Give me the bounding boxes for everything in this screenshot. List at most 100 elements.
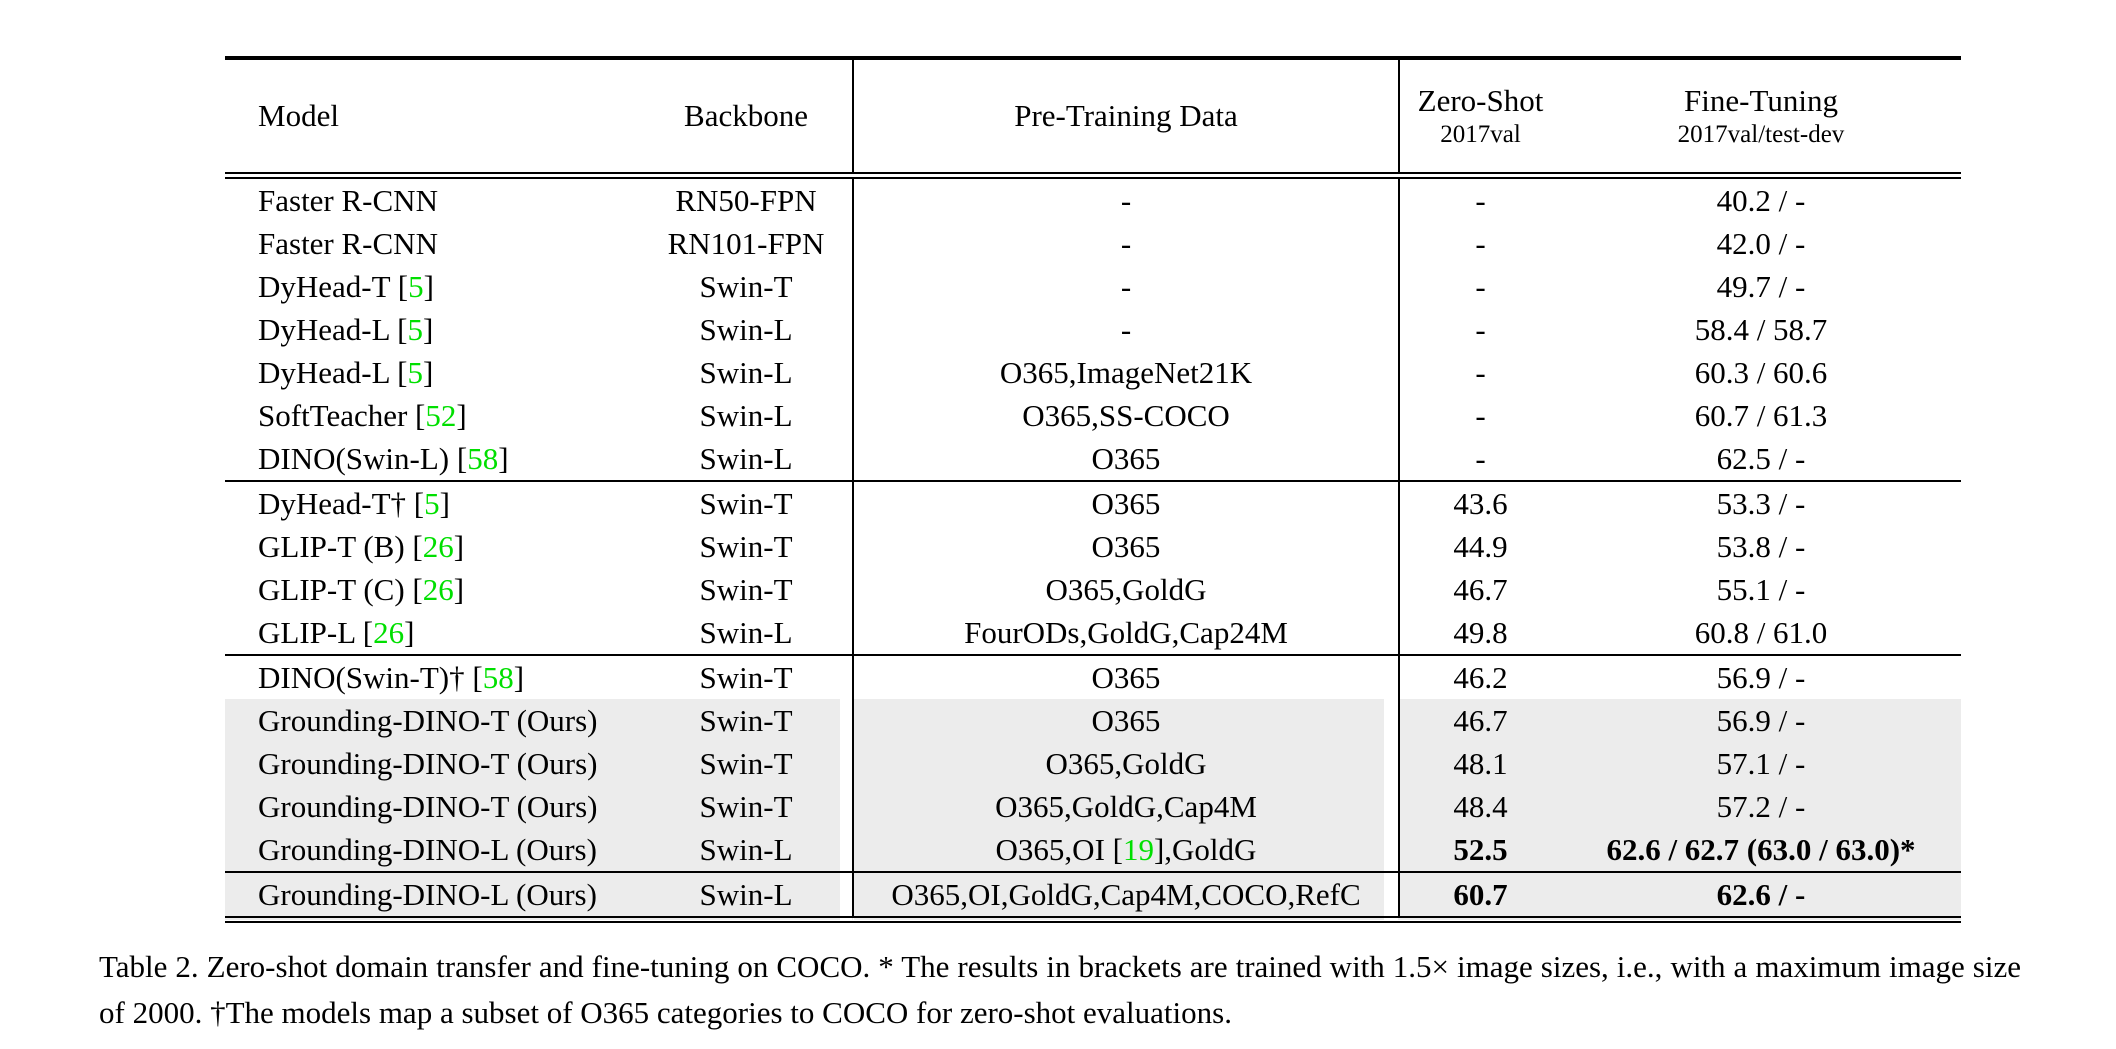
cell-model: DINO(Swin-T)† [58] xyxy=(258,660,525,695)
cell-pretraining-data: O365 xyxy=(852,655,1399,699)
cell-zero-shot: 46.2 xyxy=(1398,655,1561,699)
cell-model: Faster R-CNN xyxy=(258,183,438,218)
table-row: DyHead-T [5] Swin-T - - 49.7 / - xyxy=(225,265,1961,308)
cell-pretraining-data: - xyxy=(852,222,1399,265)
cell-zero-shot: 46.7 xyxy=(1398,699,1561,742)
citation-link[interactable]: 26 xyxy=(373,615,405,650)
cell-pretraining-data: O365 xyxy=(852,525,1399,568)
header-zero-shot-subtitle: 2017val xyxy=(1440,121,1521,148)
cell-pretraining-data: - xyxy=(852,175,1399,222)
citation-link[interactable]: 5 xyxy=(407,355,423,390)
cell-zero-shot: 43.6 xyxy=(1398,481,1561,525)
table-row: Faster R-CNN RN50-FPN - -40.2 / - xyxy=(225,175,1961,222)
cell-model: Grounding-DINO-T (Ours) xyxy=(225,785,640,828)
citation-link[interactable]: 58 xyxy=(467,441,499,476)
cell-backbone: Swin-L xyxy=(640,872,853,920)
cell-pretraining-data: O365,OI [19],GoldG xyxy=(852,828,1399,872)
citation-link[interactable]: 52 xyxy=(425,398,457,433)
table-row: Grounding-DINO-L (Ours) Swin-L O365,OI,Gol… xyxy=(225,872,1961,920)
citation-link[interactable]: 5 xyxy=(407,312,423,347)
cell-model: GLIP-T (C) [26] xyxy=(258,572,465,607)
cell-fine-tuning: 58.4 / 58.7 xyxy=(1694,312,1828,347)
cell-pretraining-data: - xyxy=(852,265,1399,308)
table-wrapper: Model Backbone Pre-Training Data Zero-Sh… xyxy=(225,56,1961,923)
cell-backbone: Swin-L xyxy=(699,441,793,476)
citation-link[interactable]: 5 xyxy=(408,269,424,304)
cell-zero-shot: 46.7 xyxy=(1398,568,1561,611)
cell-zero-shot: 44.9 xyxy=(1398,525,1561,568)
cell-fine-tuning: 42.0 / - xyxy=(1716,226,1806,261)
table-header: Model Backbone Pre-Training Data Zero-Sh… xyxy=(225,58,1961,176)
table-body: Faster R-CNN RN50-FPN - -40.2 / - Faster R-C… xyxy=(225,175,1961,920)
cell-model: DyHead-L [5] xyxy=(258,355,434,390)
header-zero-shot-title: Zero-Shot xyxy=(1417,83,1544,118)
cell-backbone: Swin-L xyxy=(699,312,793,347)
citation-link[interactable]: 26 xyxy=(422,572,454,607)
cell-fine-tuning: 62.5 / - xyxy=(1716,441,1806,476)
cell-model: Grounding-DINO-L (Ours) xyxy=(225,828,640,872)
cell-model: DyHead-T [5] xyxy=(258,269,434,304)
table-caption: Table 2. Zero-shot domain transfer and f… xyxy=(99,949,2021,1030)
table-row: DINO(Swin-T)† [58] Swin-T O365 46.2 56.9 / - xyxy=(225,655,1961,699)
header-row: Model Backbone Pre-Training Data Zero-Sh… xyxy=(225,58,1961,176)
cell-zero-shot: - xyxy=(1398,308,1561,351)
cell-fine-tuning: 57.2 / - xyxy=(1561,785,1961,828)
cell-pretraining-data: - xyxy=(852,308,1399,351)
table-row: GLIP-T (B) [26] Swin-T O365 44.9 53.8 / - xyxy=(225,525,1961,568)
cell-fine-tuning: 60.8 / 61.0 xyxy=(1694,615,1828,650)
cell-zero-shot: - xyxy=(1398,222,1561,265)
cell-pretraining-data: O365,GoldG xyxy=(852,742,1399,785)
header-pretraining-data: Pre-Training Data xyxy=(852,58,1399,176)
cell-zero-shot: - xyxy=(1398,394,1561,437)
citation-link[interactable]: 5 xyxy=(424,486,440,521)
cell-model: DINO(Swin-L) [58] xyxy=(258,441,509,476)
cell-zero-shot: - xyxy=(1398,351,1561,394)
cell-fine-tuning: 53.8 / - xyxy=(1716,529,1806,564)
cell-backbone: Swin-T xyxy=(699,269,793,304)
cell-backbone: Swin-T xyxy=(699,529,793,564)
cell-pretraining-data: O365,ImageNet21K xyxy=(852,351,1399,394)
cell-zero-shot: 52.5 xyxy=(1398,828,1561,872)
cell-pretraining-data: O365 xyxy=(852,437,1399,481)
cell-pretraining-data: O365,GoldG xyxy=(852,568,1399,611)
cell-fine-tuning: 57.1 / - xyxy=(1561,742,1961,785)
cell-backbone: Swin-T xyxy=(640,785,853,828)
cell-backbone: Swin-L xyxy=(699,398,793,433)
citation-link[interactable]: 19 xyxy=(1122,832,1154,867)
cell-pretraining-data: O365 xyxy=(852,699,1399,742)
header-fine-tuning: Fine-Tuning 2017val/test-dev xyxy=(1561,58,1961,176)
table-row: GLIP-L [26] Swin-L FourODs,GoldG,Cap24M 49.… xyxy=(225,611,1961,655)
header-backbone: Backbone xyxy=(684,98,808,133)
cell-model: GLIP-L [26] xyxy=(258,615,415,650)
cell-zero-shot: - xyxy=(1398,437,1561,481)
cell-fine-tuning: 53.3 / - xyxy=(1716,486,1806,521)
cell-model: DyHead-T† [5] xyxy=(258,486,450,521)
cell-backbone: RN101-FPN xyxy=(667,226,825,261)
cell-zero-shot: 48.1 xyxy=(1398,742,1561,785)
cell-model: Grounding-DINO-T (Ours) xyxy=(225,742,640,785)
cell-pretraining-data: O365,OI,GoldG,Cap4M,COCO,RefC xyxy=(852,872,1399,920)
cell-zero-shot: 48.4 xyxy=(1398,785,1561,828)
table-row: Grounding-DINO-L (Ours) Swin-L O365,OI [19… xyxy=(225,828,1961,872)
cell-backbone: Swin-L xyxy=(699,615,793,650)
citation-link[interactable]: 26 xyxy=(422,529,454,564)
cell-model: Grounding-DINO-T (Ours) xyxy=(225,699,640,742)
cell-backbone: RN50-FPN xyxy=(675,183,817,218)
cell-fine-tuning: 55.1 / - xyxy=(1716,572,1806,607)
table-row: DINO(Swin-L) [58] Swin-L O365- 62.5 / - xyxy=(225,437,1961,481)
cell-backbone: Swin-T xyxy=(699,486,793,521)
header-zero-shot: Zero-Shot 2017val xyxy=(1398,58,1561,176)
cell-pretraining-data: FourODs,GoldG,Cap24M xyxy=(852,611,1399,655)
table-row: DyHead-L [5] Swin-L O365,ImageNet21K - 60.3 … xyxy=(225,351,1961,394)
header-model: Model xyxy=(258,98,339,133)
table-row: GLIP-T (C) [26] Swin-T O365,GoldG 46.7 55.1 … xyxy=(225,568,1961,611)
cell-fine-tuning: 62.6 / - xyxy=(1561,872,1961,920)
cell-pretraining-data: O365 xyxy=(852,481,1399,525)
cell-backbone: Swin-T xyxy=(699,572,793,607)
citation-link[interactable]: 58 xyxy=(482,660,514,695)
header-fine-tuning-subtitle: 2017val/test-dev xyxy=(1677,121,1845,148)
cell-fine-tuning: 60.7 / 61.3 xyxy=(1694,398,1828,433)
cell-model: SoftTeacher [52] xyxy=(258,398,467,433)
cell-pretraining-data: O365,GoldG,Cap4M xyxy=(852,785,1399,828)
